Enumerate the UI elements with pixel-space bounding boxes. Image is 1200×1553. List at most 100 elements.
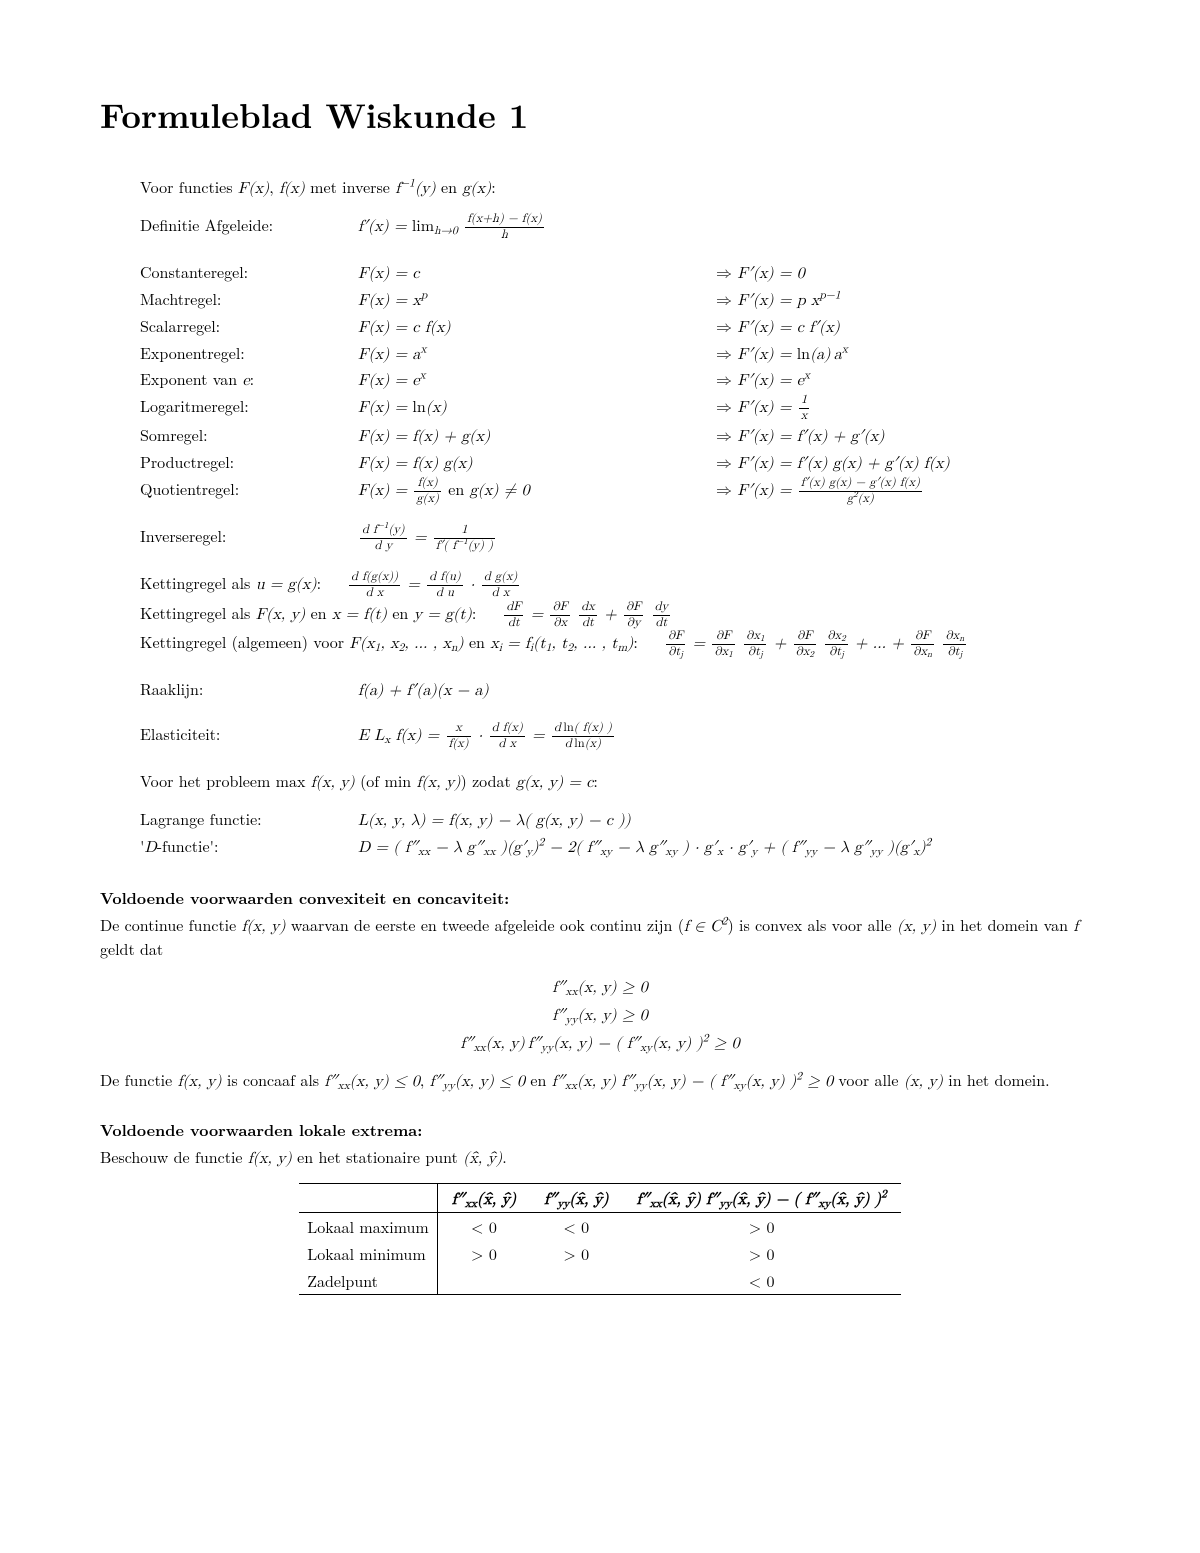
- intro-line: Voor functies F(x), f(x) met inverse f−1…: [140, 175, 1100, 199]
- elasticity-label: Elasticiteit:: [140, 722, 350, 747]
- table-row: Lokaal maximum< 0< 0> 0: [299, 1213, 901, 1241]
- rule-row: Constanteregel: F(x) = c F′(x) = 0: [140, 260, 1100, 287]
- table-row: Zadelpunt < 0: [299, 1267, 901, 1295]
- optimization-block: Lagrange functie: L(x, y, λ) = f(x, y) − …: [140, 807, 1100, 861]
- chain-right: dFdt = ∂F∂x dxdt + ∂F∂y dydt: [502, 601, 1100, 630]
- tangent-block: Raaklijn: f(a) + f′(a)(x − a): [140, 677, 1100, 704]
- table-cell: > 0: [622, 1213, 900, 1241]
- chain-block: Kettingregel als u = g(x): d f(g(x))d x =…: [140, 571, 1100, 659]
- chain-left: Kettingregel als F(x, y) en x = f(t) en …: [140, 601, 494, 628]
- definition-expr: f′(x) = limh→0 f(x+h) − f(x)h: [358, 213, 708, 242]
- opt-label: Lagrange functie:: [140, 807, 350, 832]
- opt-expr: L(x, y, λ) = f(x, y) − λ( g(x, y) − c )): [358, 807, 1100, 834]
- table-head-cell: f″xx(x̂, ŷ): [437, 1184, 530, 1213]
- rule-mid: F(x) = f(x) + g(x): [358, 423, 708, 450]
- table-row: Lokaal minimum> 0> 0> 0: [299, 1240, 901, 1267]
- opt-label: 'D-functie':: [140, 834, 350, 861]
- table-cell: < 0: [530, 1213, 622, 1241]
- table-head-cell: f″yy(x̂, ŷ): [530, 1184, 622, 1213]
- table-cell: > 0: [622, 1240, 900, 1267]
- rule-mid: F(x) = xp: [358, 287, 708, 314]
- rule-rhs: F′(x) = c f′(x): [716, 314, 1100, 341]
- rule-rhs: F′(x) = f′(x) g(x) − g′(x) f(x)g2(x): [716, 477, 1100, 506]
- rule-mid: F(x) = f(x)g(x) en g(x) ≠ 0: [358, 477, 708, 506]
- inverse-label: Inverseregel:: [140, 524, 350, 549]
- rule-rhs: F′(x) = f′(x) + g′(x): [716, 423, 1100, 450]
- content: Voor functies F(x), f(x) met inverse f−1…: [100, 175, 1100, 860]
- chain-left: Kettingregel als u = g(x):: [140, 571, 339, 598]
- table-cell: Lokaal minimum: [299, 1240, 437, 1267]
- rule-mid: F(x) = ex: [358, 367, 708, 394]
- rule-label: Quotientregel:: [140, 477, 350, 502]
- opt-row: Lagrange functie: L(x, y, λ) = f(x, y) − …: [140, 807, 1100, 834]
- inverse-block: Inverseregel: d f−1(y)d y = 1f′( f−1(y) …: [140, 524, 1100, 553]
- convexity-heading: Voldoende voorwaarden convexiteit en con…: [100, 886, 1100, 909]
- rule-rhs: F′(x) = 1x: [716, 394, 1100, 423]
- rule-row: Quotientregel: F(x) = f(x)g(x) en g(x) ≠ …: [140, 477, 1100, 506]
- page: Formuleblad Wiskunde 1 Voor functies F(x…: [0, 0, 1200, 1553]
- table-cell: < 0: [622, 1267, 900, 1295]
- convex-eq-1: f″xx(x, y) ≥ 0: [100, 974, 1100, 998]
- chain-row: Kettingregel als u = g(x): d f(g(x))d x =…: [140, 571, 1100, 600]
- extrema-heading: Voldoende voorwaarden lokale extrema:: [100, 1118, 1100, 1141]
- rule-label: Scalarregel:: [140, 314, 350, 339]
- opt-expr: D = ( f″xx − λ g″xx )(g′y)2 − 2( f″xy − …: [358, 834, 1100, 861]
- definition-block: Definitie Afgeleide: f′(x) = limh→0 f(x+…: [140, 213, 1100, 242]
- convex-eq-2: f″yy(x, y) ≥ 0: [100, 1002, 1100, 1026]
- table-head-cell: [299, 1184, 437, 1213]
- table-head-cell: f″xx(x̂, ŷ) f″yy(x̂, ŷ) − ( f″xy(x̂, y…: [622, 1184, 900, 1213]
- chain-row: Kettingregel (algemeen) voor F(x1, x2, ……: [140, 630, 1100, 659]
- tangent-label: Raaklijn:: [140, 677, 350, 702]
- chain-mid: d f(g(x))d x = d f(u)d u · d g(x)d x: [347, 571, 539, 600]
- rule-rhs: F′(x) = 0: [716, 260, 1100, 287]
- rule-row: Machtregel: F(x) = xp F′(x) = p xp−1: [140, 287, 1100, 314]
- chain-right: ∂F∂tj = ∂F∂x1 ∂x1∂tj + ∂F∂x2 ∂x2∂tj + … …: [664, 630, 1100, 659]
- extrema-paragraph: Beschouw de functie f(x, y) en het stati…: [100, 1145, 1100, 1169]
- rule-label: Machtregel:: [140, 287, 350, 312]
- table-cell: > 0: [530, 1240, 622, 1267]
- rule-row: Scalarregel: F(x) = c f(x) F′(x) = c f′(x): [140, 314, 1100, 341]
- elasticity-block: Elasticiteit: E Lx f(x) = xf(x) · d f(x)…: [140, 722, 1100, 751]
- rule-label: Somregel:: [140, 423, 350, 448]
- rule-mid: F(x) = c: [358, 260, 708, 287]
- rule-label: Constanteregel:: [140, 260, 350, 285]
- rule-label: Exponentregel:: [140, 341, 350, 366]
- rule-mid: F(x) = ax: [358, 341, 708, 368]
- inverse-expr: d f−1(y)d y = 1f′( f−1(y) ): [358, 524, 708, 553]
- elasticity-expr: E Lx f(x) = xf(x) · d f(x)d x = d ln( f(…: [358, 722, 616, 751]
- rule-mid: F(x) = f(x) g(x): [358, 450, 708, 477]
- rule-row: Logaritmeregel: F(x) = ln(x) F′(x) = 1x: [140, 394, 1100, 423]
- table-head-row: f″xx(x̂, ŷ)f″yy(x̂, ŷ)f″xx(x̂, ŷ) f″y…: [299, 1184, 901, 1213]
- rule-label: Logaritmeregel:: [140, 394, 350, 419]
- rule-row: Exponent van e: F(x) = ex F′(x) = ex: [140, 367, 1100, 394]
- rule-row: Somregel: F(x) = f(x) + g(x) F′(x) = f′(x)…: [140, 423, 1100, 450]
- opt-row: 'D-functie': D = ( f″xx − λ g″xx )(g′y)2 …: [140, 834, 1100, 861]
- rule-rhs: F′(x) = f′(x) g(x) + g′(x) f(x): [716, 450, 1100, 477]
- table-cell: < 0: [437, 1213, 530, 1241]
- chain-row: Kettingregel als F(x, y) en x = f(t) en …: [140, 601, 1100, 630]
- rule-row: Productregel: F(x) = f(x) g(x) F′(x) = f′(…: [140, 450, 1100, 477]
- rule-row: Exponentregel: F(x) = ax F′(x) = ln(a) ax: [140, 341, 1100, 368]
- table-cell: [437, 1267, 530, 1295]
- chain-left: Kettingregel (algemeen) voor F(x1, x2, ……: [140, 630, 656, 657]
- rules-block: Constanteregel:F(x) = cF′(x) = 0Machtreg…: [140, 260, 1100, 506]
- table-cell: Lokaal maximum: [299, 1213, 437, 1241]
- definition-label: Definitie Afgeleide:: [140, 213, 350, 238]
- tangent-expr: f(a) + f′(a)(x − a): [358, 677, 708, 704]
- extrema-table: f″xx(x̂, ŷ)f″yy(x̂, ŷ)f″xx(x̂, ŷ) f″y…: [299, 1183, 901, 1295]
- problem-intro: Voor het probleem max f(x, y) (of min f(…: [140, 769, 1100, 793]
- concave-paragraph: De functie f(x, y) is concaaf als f″xx(x…: [100, 1068, 1100, 1092]
- rule-rhs: F′(x) = ex: [716, 367, 1100, 394]
- table-cell: > 0: [437, 1240, 530, 1267]
- convexity-paragraph: De continue functie f(x, y) waarvan de e…: [100, 913, 1100, 960]
- rule-label: Exponent van e:: [140, 367, 350, 394]
- table-cell: [530, 1267, 622, 1295]
- page-title: Formuleblad Wiskunde 1: [100, 90, 1100, 139]
- rule-rhs: F′(x) = ln(a) ax: [716, 341, 1100, 368]
- rule-rhs: F′(x) = p xp−1: [716, 287, 1100, 314]
- rule-mid: F(x) = c f(x): [358, 314, 708, 341]
- convex-eq-3: f″xx(x, y) f″yy(x, y) − ( f″xy(x, y) )2 …: [100, 1030, 1100, 1054]
- table-cell: Zadelpunt: [299, 1267, 437, 1295]
- rule-mid: F(x) = ln(x): [358, 394, 708, 421]
- rule-label: Productregel:: [140, 450, 350, 475]
